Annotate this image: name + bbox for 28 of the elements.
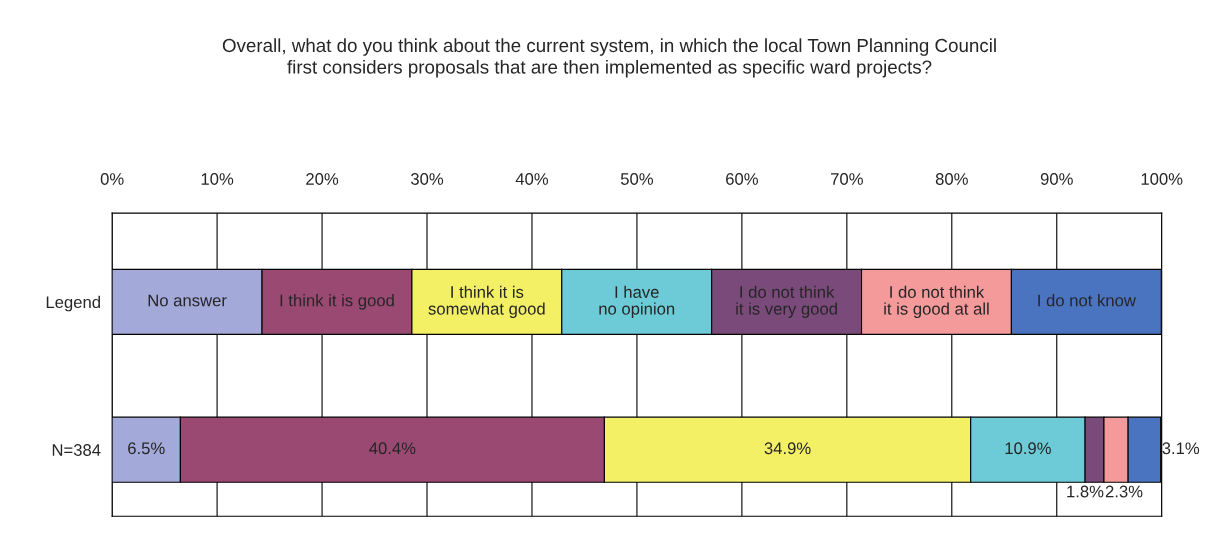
series-label: No answer — [148, 294, 227, 307]
data-label: 2.3% — [1105, 485, 1143, 498]
x-tick-label: 70% — [831, 173, 863, 185]
x-tick-label: 80% — [935, 173, 968, 185]
chart-title: Overall, what do you think about the current system, in which the local Town Planning Council first considers proposals that are then implemented as specific ward projects? — [222, 38, 996, 78]
x-tick-label: 40% — [515, 173, 549, 185]
y-tick-label: Legend — [46, 295, 100, 312]
data-label: 40.4% — [369, 442, 416, 455]
x-tick-label: 30% — [410, 173, 444, 185]
data-label: 6.5% — [128, 442, 165, 455]
data-label: 1.8% — [1067, 485, 1104, 498]
x-tick-label: 10% — [201, 173, 234, 185]
x-tick-label: 0% — [100, 173, 124, 185]
series-label: I do not think it is good at all — [884, 285, 989, 319]
series-label: I do not think it is very good — [736, 285, 837, 319]
series-label: I think it is good — [280, 294, 394, 310]
y-tick-label: N=384 — [52, 444, 101, 456]
series-label: I think it is somewhat good — [428, 285, 545, 319]
data-label: 10.9% — [1005, 442, 1051, 455]
x-tick-label: 50% — [620, 173, 654, 185]
data-label: 3.1% — [1162, 442, 1200, 455]
x-tick-label: 60% — [726, 173, 758, 185]
series-label: I have no opinion — [599, 285, 675, 319]
x-tick-label: 90% — [1040, 173, 1073, 185]
data-label: 34.9% — [764, 442, 811, 455]
x-tick-label: 100% — [1141, 173, 1183, 185]
x-tick-label: 20% — [306, 173, 339, 185]
series-label: I do not know — [1038, 294, 1136, 307]
